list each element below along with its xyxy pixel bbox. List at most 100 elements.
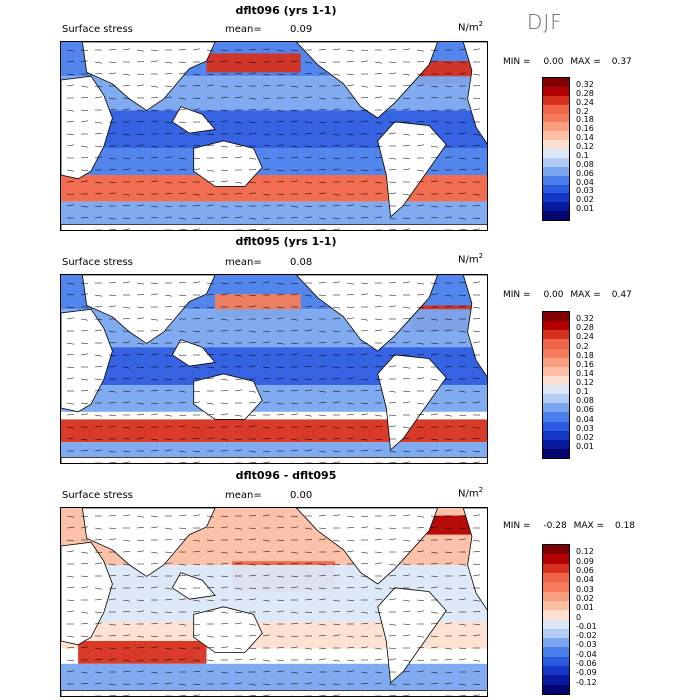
colorbar-tick-label: -0.12 — [576, 677, 597, 687]
colorbar-swatch — [543, 545, 569, 555]
colorbar-tick-label: 0.04 — [576, 177, 594, 187]
colorbar-tick-label: 0.04 — [576, 575, 594, 585]
colorbar-swatch — [543, 666, 569, 676]
colorbar-swatch — [543, 202, 569, 212]
min-label: MIN = — [503, 57, 531, 67]
colorbar-tick-label: -0.04 — [576, 649, 597, 659]
mean-value: 0.00 — [290, 490, 313, 501]
colorbar-swatch — [543, 184, 569, 194]
colorbar-tick-label: 0.16 — [576, 124, 594, 134]
colorbar-tick-label: 0.02 — [576, 432, 594, 442]
min-value: 0.00 — [543, 290, 564, 300]
units-label: N/m2 — [458, 486, 484, 500]
map-canvas — [61, 508, 487, 696]
min-max-readout: MIN = 0.00 MAX = 0.47 — [503, 290, 632, 300]
colorbar-swatch — [543, 321, 569, 331]
colorbar-swatch — [543, 193, 569, 203]
colorbar-swatch — [543, 149, 569, 158]
colorbar-tick-label: -0.06 — [576, 659, 597, 669]
colorbar-swatch — [543, 628, 569, 639]
colorbar-swatch — [543, 412, 569, 422]
colorbar-tick-label: 0.06 — [576, 168, 594, 178]
mean-value: 0.09 — [290, 24, 313, 35]
stress-map — [60, 41, 488, 231]
colorbar-tick-label: -0.03 — [576, 640, 597, 650]
min-value: 0.00 — [543, 57, 564, 67]
colorbar-swatch — [543, 600, 569, 611]
colorbar-tick-label: 0.32 — [576, 79, 594, 89]
stress-map — [60, 274, 488, 464]
colorbar-tick-label: 0.12 — [576, 547, 594, 557]
colorbar-tick-label: 0.24 — [576, 332, 594, 342]
map-canvas — [61, 275, 487, 463]
colorbar-tick-label: 0.08 — [576, 396, 594, 406]
variable-name: Surface stress — [62, 257, 133, 268]
colorbar-swatch — [543, 647, 569, 657]
colorbar-tick-label: 0.02 — [576, 593, 594, 603]
colorbar-swatch — [543, 448, 569, 458]
units-label: N/m2 — [458, 252, 484, 266]
panel-title: dflt096 - dflt095 — [235, 469, 337, 482]
colorbar-swatch — [543, 357, 569, 367]
colorbar-tick-label: 0.14 — [576, 368, 594, 378]
colorbar-swatch — [543, 330, 569, 340]
colorbar-tick-label: 0.1 — [576, 150, 589, 160]
colorbar-swatch — [543, 211, 569, 220]
colorbar — [542, 311, 570, 459]
colorbar-swatch — [543, 339, 569, 349]
colorbar-tick-label: 0.32 — [576, 314, 594, 324]
colorbar-tick-label: 0.01 — [576, 441, 594, 451]
min-max-readout: MIN = -0.28 MAX = 0.18 — [503, 521, 635, 531]
colorbar-swatch — [543, 563, 569, 573]
colorbar-tick-label: 0.03 — [576, 423, 594, 433]
colorbar-tick-label: 0.01 — [576, 204, 594, 214]
colorbar — [542, 544, 570, 695]
colorbar-tick-label: 0.04 — [576, 414, 594, 424]
colorbar-tick-label: 0.28 — [576, 323, 594, 333]
colorbar-swatch — [543, 385, 569, 395]
mean-label: mean= — [225, 257, 262, 268]
colorbar-tick-label: 0.28 — [576, 88, 594, 98]
mean-label: mean= — [225, 24, 262, 35]
colorbar-swatch — [543, 86, 569, 96]
colorbar-swatch — [543, 638, 569, 648]
colorbar-tick-label: 0.12 — [576, 378, 594, 387]
max-label: MAX = — [570, 290, 601, 300]
colorbar-swatch — [543, 554, 569, 564]
colorbar-swatch — [543, 348, 569, 358]
colorbar-swatch — [543, 122, 569, 132]
colorbar-swatch — [543, 312, 569, 322]
colorbar-swatch — [543, 104, 569, 114]
colorbar-swatch — [543, 131, 569, 141]
season-label: DJF — [527, 10, 563, 34]
units-label: N/m2 — [458, 20, 484, 34]
colorbar-tick-label: 0.2 — [576, 341, 589, 351]
max-value: 0.18 — [614, 521, 636, 531]
colorbar-tick-label: 0.18 — [576, 115, 594, 125]
colorbar-tick-label: -0.02 — [576, 631, 597, 641]
colorbar-tick-label: 0.01 — [576, 603, 594, 613]
colorbar-tick-label: 0.16 — [576, 359, 594, 369]
colorbar-tick-label: 0.12 — [576, 142, 594, 151]
mean-label: mean= — [225, 490, 262, 501]
min-max-readout: MIN = 0.00 MAX = 0.37 — [503, 57, 632, 67]
colorbar-swatch — [543, 366, 569, 376]
colorbar-tick-label: 0.06 — [576, 565, 594, 575]
colorbar-swatch — [543, 78, 569, 87]
min-label: MIN = — [503, 521, 531, 531]
colorbar-tick-label: 0.03 — [576, 186, 594, 196]
colorbar-swatch — [543, 439, 569, 449]
colorbar-swatch — [543, 582, 569, 592]
colorbar-swatch — [543, 113, 569, 123]
max-value: 0.47 — [611, 290, 632, 300]
stress-map — [60, 507, 488, 697]
colorbar-tick-label: 0.08 — [576, 159, 594, 169]
colorbar-swatch — [543, 591, 569, 601]
colorbar-swatch — [543, 619, 569, 629]
colorbar-tick-label: 0 — [576, 612, 582, 622]
colorbar-swatch — [543, 140, 569, 149]
panel-title: dflt096 (yrs 1-1) — [235, 4, 337, 17]
min-label: MIN = — [503, 290, 531, 300]
colorbar-tick-label: -0.01 — [576, 621, 597, 631]
colorbar-tick-label: 0.2 — [576, 106, 589, 116]
